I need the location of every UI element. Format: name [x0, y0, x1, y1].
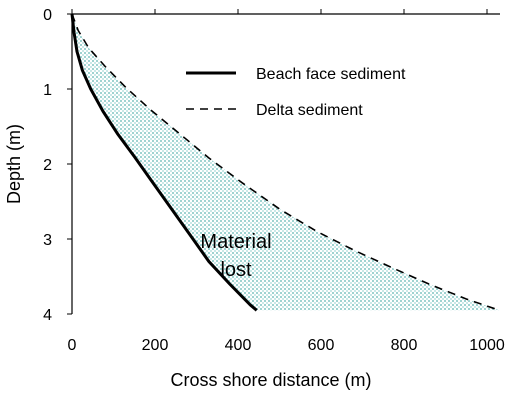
y-axis-title: Depth (m) — [4, 124, 24, 204]
y-tick-label: 0 — [43, 7, 52, 24]
x-tick-label: 1000 — [469, 337, 505, 354]
x-tick-label: 0 — [68, 337, 77, 354]
x-axis-title: Cross shore distance (m) — [170, 370, 371, 390]
ticks: 0 200 400 600 800 1000 0 1 2 3 4 — [43, 7, 505, 354]
legend-label-delta: Delta sediment — [256, 102, 363, 119]
y-tick-label: 2 — [43, 157, 52, 174]
y-tick-label: 4 — [43, 307, 52, 324]
series-line-beach-face-sediment — [70, 13, 258, 312]
x-tick-label: 600 — [308, 337, 335, 354]
y-tick-label: 3 — [43, 232, 52, 249]
series-line-delta-sediment — [71, 13, 500, 312]
annotation-line-1: Material — [200, 231, 271, 253]
legend: Beach face sediment Delta sediment — [186, 66, 406, 119]
y-tick-label: 1 — [43, 82, 52, 99]
x-tick-label: 400 — [225, 337, 252, 354]
x-tick-label: 800 — [391, 337, 418, 354]
material-lost-region — [72, 14, 500, 311]
x-tick-label: 200 — [142, 337, 169, 354]
annotation-line-2: lost — [220, 259, 252, 281]
legend-label-beach-face: Beach face sediment — [256, 66, 406, 83]
